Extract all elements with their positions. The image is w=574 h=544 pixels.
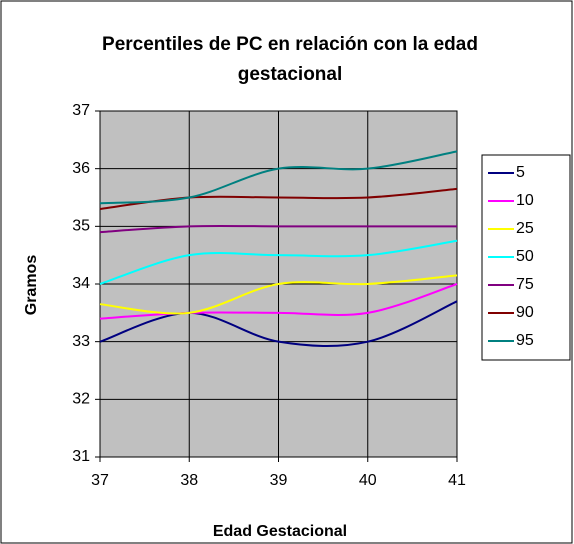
legend-label: 50: [516, 248, 534, 265]
x-tick-label: 41: [448, 472, 466, 489]
series-line: [99, 224, 457, 234]
legend-label: 95: [516, 332, 534, 349]
x-tick-label: 39: [270, 472, 288, 489]
y-tick-label: 37: [72, 102, 90, 119]
series-line: [99, 239, 458, 285]
y-axis-label: Gramos: [23, 255, 40, 316]
series-line: [99, 274, 458, 315]
series-line: [99, 150, 458, 205]
x-tick-label: 38: [180, 472, 198, 489]
chart-title: Percentiles de PC en relación con la eda…: [102, 34, 478, 85]
y-tick-label: 34: [72, 275, 90, 292]
y-tick-label: 31: [72, 448, 90, 465]
series-line: [99, 300, 458, 347]
legend-label: 90: [516, 304, 534, 321]
y-tick-label: 36: [72, 160, 90, 177]
legend-label: 75: [516, 276, 534, 293]
x-axis-label: Edad Gestacional: [213, 523, 347, 540]
legend-label: 5: [516, 164, 525, 181]
y-tick-label: 33: [72, 333, 90, 350]
y-tick-label: 32: [72, 391, 90, 408]
legend-label: 25: [516, 220, 534, 237]
legend-label: 10: [516, 192, 534, 209]
series-line: [99, 283, 458, 320]
y-tick-label: 35: [72, 218, 90, 235]
x-tick-label: 40: [359, 472, 377, 489]
x-tick-label: 37: [91, 472, 109, 489]
